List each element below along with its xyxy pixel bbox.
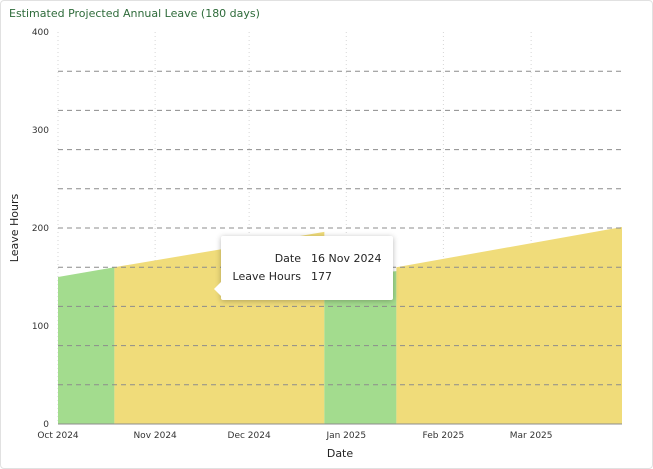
x-axis-ticks: Oct 2024 Nov 2024 Dec 2024 Jan 2025 Feb 2025… bbox=[37, 431, 552, 441]
x-tick-label: Feb 2025 bbox=[423, 431, 465, 441]
tooltip-row-date: Date 16 Nov 2024 bbox=[221, 252, 393, 268]
x-tick-label: Oct 2024 bbox=[37, 431, 79, 441]
y-tick-label: 100 bbox=[32, 322, 49, 332]
y-axis-ticks: 0 100 200 300 400 bbox=[32, 28, 49, 430]
x-tick-label: Jan 2025 bbox=[325, 431, 366, 441]
x-tick-label: Dec 2024 bbox=[228, 431, 271, 441]
y-axis-title: Leave Hours bbox=[8, 194, 21, 263]
area-segments bbox=[58, 227, 622, 424]
hover-tooltip: Date 16 Nov 2024 Leave Hours 177 bbox=[214, 236, 393, 300]
area-segment[interactable] bbox=[396, 227, 622, 424]
x-tick-label: Mar 2025 bbox=[510, 431, 553, 441]
chart-title: Estimated Projected Annual Leave (180 da… bbox=[9, 7, 260, 20]
y-tick-label: 200 bbox=[32, 224, 49, 234]
y-tick-label: 0 bbox=[43, 420, 49, 430]
tooltip-label: Leave Hours bbox=[232, 270, 301, 283]
tooltip-value: 177 bbox=[311, 270, 332, 283]
tooltip-label: Date bbox=[274, 252, 301, 265]
x-tick-label: Nov 2024 bbox=[133, 431, 177, 441]
y-tick-label: 400 bbox=[32, 28, 49, 38]
y-tick-label: 300 bbox=[32, 126, 49, 136]
tooltip-value: 16 Nov 2024 bbox=[311, 252, 382, 265]
x-axis-title: Date bbox=[327, 447, 354, 460]
tooltip-row-hours: Leave Hours 177 bbox=[221, 270, 393, 286]
area-segment[interactable] bbox=[324, 271, 397, 424]
